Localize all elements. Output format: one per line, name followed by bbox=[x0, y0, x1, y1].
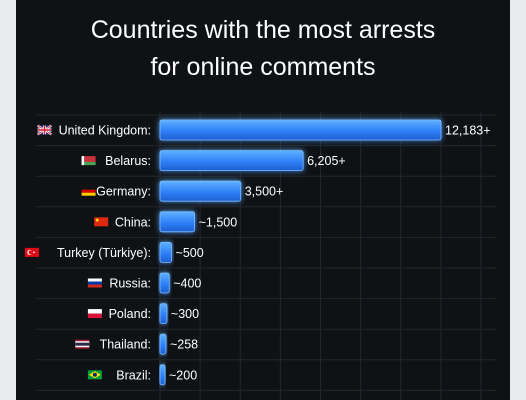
grid bbox=[36, 112, 496, 400]
category-label: Turkey (Türkiye): bbox=[57, 246, 151, 260]
value-label: ~258 bbox=[170, 338, 198, 352]
value-label: ~300 bbox=[171, 307, 199, 321]
bar-turkey-t-rkiye bbox=[159, 241, 172, 263]
value-label: ~500 bbox=[176, 246, 204, 260]
value-label: ~200 bbox=[169, 368, 197, 382]
category-label: Germany: bbox=[96, 185, 151, 199]
category-label: United Kingdom: bbox=[59, 124, 151, 138]
bar-chart: United Kingdom: 12,183+ Belarus: 6,205+ Germ… bbox=[24, 112, 496, 400]
uk-flag-icon bbox=[36, 124, 53, 136]
poland-flag-icon bbox=[87, 309, 102, 319]
category-label: Poland: bbox=[109, 307, 151, 321]
turkey-flag-icon bbox=[24, 247, 39, 257]
chart-title: Countries with the most arrests for onli… bbox=[16, 12, 510, 86]
brazil-flag-icon bbox=[87, 370, 102, 380]
germany-flag-icon bbox=[81, 186, 96, 196]
category-label: Thailand: bbox=[100, 338, 151, 352]
bar-thailand bbox=[159, 333, 167, 355]
bar-brazil bbox=[159, 364, 166, 386]
chart-title-line-1: Countries with the most arrests bbox=[90, 16, 436, 44]
value-label: 6,205+ bbox=[307, 154, 346, 168]
value-label: 12,183+ bbox=[445, 124, 491, 138]
category-label: Belarus: bbox=[105, 154, 151, 168]
chart-title-line-2: for online comments bbox=[150, 53, 376, 81]
value-label: 3,500+ bbox=[245, 185, 284, 199]
bar-united-kingdom bbox=[159, 119, 442, 141]
bar-poland bbox=[159, 303, 168, 325]
russia-flag-icon bbox=[87, 278, 102, 288]
value-label: ~1,500 bbox=[199, 215, 238, 229]
china-flag-icon bbox=[94, 217, 109, 227]
belarus-flag-icon bbox=[81, 156, 96, 166]
category-label: Russia: bbox=[109, 277, 151, 291]
thailand-flag-icon bbox=[75, 339, 90, 349]
bar-china bbox=[159, 211, 195, 233]
chart-panel: Countries with the most arrests for onli… bbox=[16, 0, 510, 400]
bars: United Kingdom: 12,183+ Belarus: 6,205+ Germ… bbox=[24, 119, 491, 386]
category-label: China: bbox=[115, 215, 151, 229]
bar-belarus bbox=[159, 150, 304, 172]
bar-russia bbox=[159, 272, 170, 294]
bar-germany bbox=[159, 180, 242, 202]
category-label: Brazil: bbox=[116, 368, 151, 382]
value-label: ~400 bbox=[173, 277, 201, 291]
